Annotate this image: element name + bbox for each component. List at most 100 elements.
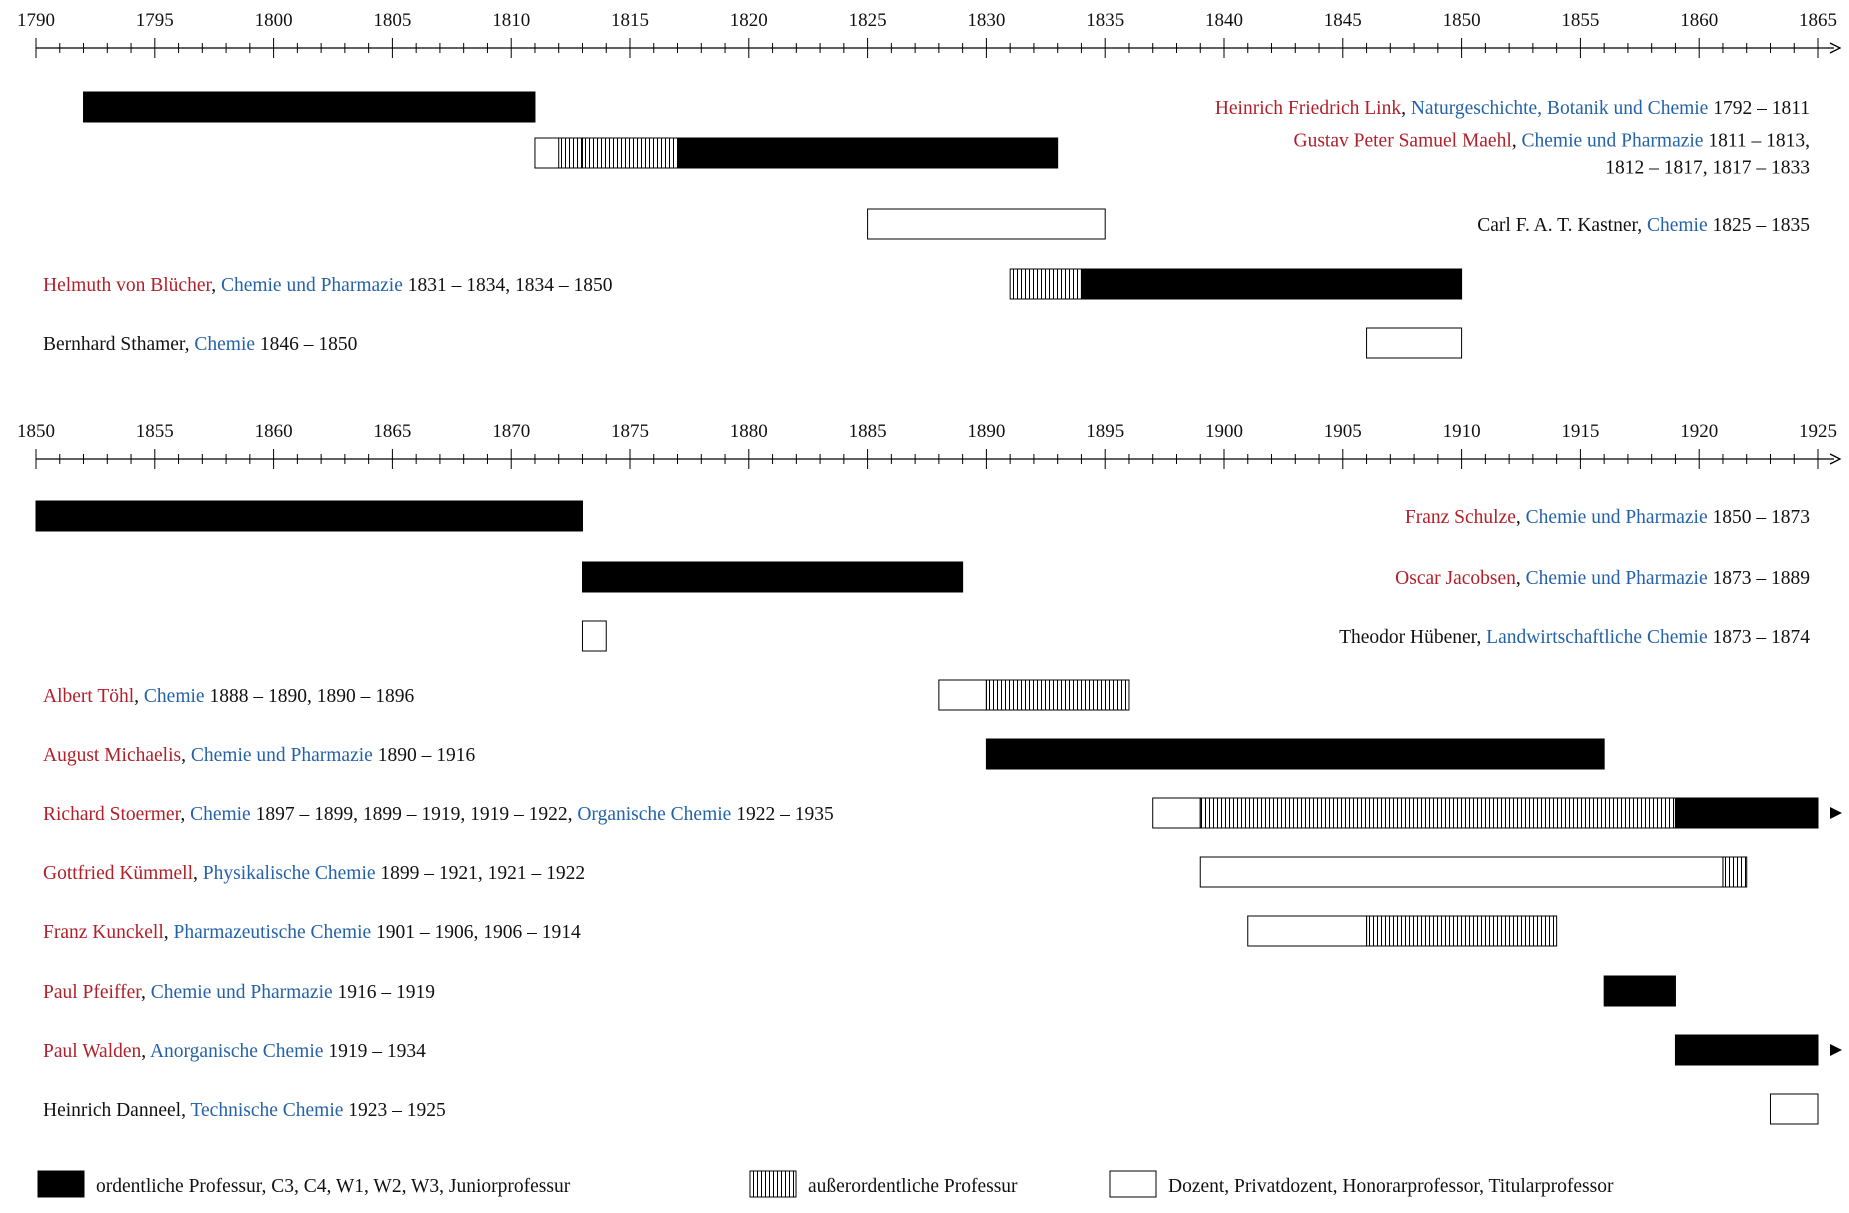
tick-label: 1900	[1205, 421, 1243, 442]
subject-label: Chemie und Pharmazie	[151, 982, 333, 1003]
tick-label: 1825	[849, 10, 887, 31]
label-text: 1922 – 1935	[731, 804, 833, 825]
row-label: Bernhard Sthamer, Chemie 1846 – 1850	[43, 334, 357, 355]
legend-swatch-dozent	[1109, 1170, 1157, 1198]
label-text: 1812 – 1817, 1817 – 1833	[1605, 158, 1810, 179]
tick-label: 1885	[849, 421, 887, 442]
segment-dozent	[1152, 797, 1201, 829]
segment-dozent	[581, 620, 607, 652]
tick-label: 1850	[1443, 10, 1481, 31]
subject-label: Chemie	[1647, 215, 1708, 236]
person-name: August Michaelis	[43, 745, 181, 766]
legend: ordentliche Professur, C3, C4, W1, W2, W…	[37, 1170, 1614, 1198]
label-text: ,	[181, 745, 191, 766]
subject-label: Organische Chemie	[577, 804, 731, 825]
timeline-row-paul-pfeiffer: Paul Pfeiffer, Chemie und Pharmazie 1916…	[43, 975, 1676, 1007]
segment-dozent	[1199, 856, 1724, 888]
tick-label: 1850	[17, 421, 55, 442]
legend-swatch-ausserordentlich	[749, 1170, 797, 1198]
label-text: ,	[134, 686, 144, 707]
label-text: 1850 – 1873	[1708, 507, 1810, 528]
timeline-row-franz-schulze: Franz Schulze, Chemie und Pharmazie 1850…	[35, 500, 1810, 532]
row-label: 1812 – 1817, 1817 – 1833	[1605, 158, 1810, 179]
segment-ordentlich	[1674, 1034, 1819, 1066]
row-label: Heinrich Danneel, Technische Chemie 1923…	[43, 1100, 446, 1121]
subject-label: Chemie und Pharmazie	[191, 745, 373, 766]
row-label: Gustav Peter Samuel Maehl, Chemie und Ph…	[1294, 131, 1810, 152]
tick-label: 1870	[492, 421, 530, 442]
tick-label: 1860	[1680, 10, 1718, 31]
timeline-row-albert-tohl: Albert Töhl, Chemie 1888 – 1890, 1890 – …	[43, 679, 1130, 711]
label-text: ,	[141, 1041, 150, 1062]
subject-label: Chemie	[194, 334, 255, 355]
timeline-row-heinrich-danneel: Heinrich Danneel, Technische Chemie 1923…	[43, 1093, 1819, 1125]
label-text: 1916 – 1919	[333, 982, 435, 1003]
timeline-row-oscar-jacobsen: Oscar Jacobsen, Chemie und Pharmazie 187…	[581, 561, 1810, 593]
tick-label: 1890	[967, 421, 1005, 442]
segment-dozent	[1366, 327, 1463, 359]
label-text: 1811 – 1813,	[1703, 131, 1810, 152]
tick-label: 1925	[1799, 421, 1837, 442]
segment-ordentlich	[677, 137, 1059, 169]
tick-label: 1845	[1324, 10, 1362, 31]
tick-label: 1855	[1561, 10, 1599, 31]
row-label: Franz Schulze, Chemie und Pharmazie 1850…	[1405, 507, 1810, 528]
legend-label: Dozent, Privatdozent, Honorarprofessor, …	[1168, 1176, 1614, 1197]
tick-label: 1895	[1086, 421, 1124, 442]
label-text: ,	[1401, 98, 1411, 119]
segment-ordentlich	[1674, 797, 1748, 829]
person-name: Oscar Jacobsen	[1395, 568, 1516, 589]
tick-label: 1880	[730, 421, 768, 442]
label-text: 1923 – 1925	[343, 1100, 445, 1121]
timeline-row-paul-walden: Paul Walden, Anorganische Chemie 1919 – …	[43, 1034, 1842, 1066]
segment-ausserordentlich	[1366, 915, 1558, 947]
person-name: Paul Walden	[43, 1041, 142, 1062]
label-text: 1901 – 1906, 1906 – 1914	[371, 922, 581, 943]
subject-label: Landwirtschaftliche Chemie	[1486, 627, 1707, 648]
timeline-row-gottfried-kummell: Gottfried Kümmell, Physikalische Chemie …	[43, 856, 1748, 888]
person-name: Gustav Peter Samuel Maehl	[1294, 131, 1513, 152]
segment-dozent	[1247, 915, 1368, 947]
subject-label: Chemie	[190, 804, 251, 825]
label-text: Heinrich Danneel	[43, 1100, 182, 1121]
row-label: Albert Töhl, Chemie 1888 – 1890, 1890 – …	[43, 686, 414, 707]
timeline-row-gustav-peter-samuel-maehl: Gustav Peter Samuel Maehl, Chemie und Ph…	[534, 131, 1810, 179]
person-name: Richard Stoermer	[43, 804, 182, 825]
tick-label: 1805	[373, 10, 411, 31]
legend-swatch-ordentlich	[37, 1170, 85, 1198]
continuation-arrow-icon	[1830, 807, 1842, 819]
tick-label: 1790	[17, 10, 55, 31]
segment-ausserordentlich	[1009, 268, 1082, 300]
subject-label: Chemie und Pharmazie	[221, 275, 403, 296]
row-label: Richard Stoermer, Chemie 1897 – 1899, 18…	[43, 804, 834, 825]
timeline-row-august-michaelis: August Michaelis, Chemie und Pharmazie 1…	[43, 738, 1605, 770]
timeline-row-theodor-hubener: Theodor Hübener, Landwirtschaftliche Che…	[581, 620, 1810, 652]
timeline-row-helmuth-von-blucher: Helmuth von Blücher, Chemie und Pharmazi…	[43, 268, 1463, 300]
tick-label: 1800	[255, 10, 293, 31]
label-text: 1873 – 1889	[1708, 568, 1810, 589]
label-text: ,	[1516, 568, 1526, 589]
timeline-row-carl-f-a-t-kastner: Carl F. A. T. Kastner, Chemie 1825 – 183…	[867, 208, 1810, 240]
tick-label: 1810	[492, 10, 530, 31]
label-text: Bernhard Sthamer	[43, 334, 186, 355]
timeline-row-franz-kunckell: Franz Kunckell, Pharmazeutische Chemie 1…	[43, 915, 1558, 947]
person-name: Franz Schulze	[1405, 507, 1516, 528]
tick-label: 1865	[373, 421, 411, 442]
label-text: ,	[1476, 627, 1486, 648]
segment-ausserordentlich	[1199, 797, 1676, 829]
subject-label: Chemie und Pharmazie	[1526, 507, 1708, 528]
segment-ausserordentlich	[1722, 856, 1748, 888]
row-label: Paul Walden, Anorganische Chemie 1919 – …	[43, 1041, 426, 1062]
segment-ausserordentlich	[985, 679, 1130, 711]
axis-arrow	[1829, 42, 1842, 54]
timeline-row-heinrich-friedrich-link: Heinrich Friedrich Link, Naturgeschichte…	[83, 91, 1810, 123]
tick-label: 1820	[730, 10, 768, 31]
segment-ordentlich	[83, 91, 536, 123]
timeline-row-bernhard-sthamer: Bernhard Sthamer, Chemie 1846 – 1850	[43, 327, 1463, 359]
label-text: ,	[211, 275, 221, 296]
label-text: ,	[193, 863, 203, 884]
label-text: ,	[1637, 215, 1647, 236]
label-text: 1846 – 1850	[255, 334, 357, 355]
label-text: 1919 – 1934	[323, 1041, 426, 1062]
segment-ordentlich	[35, 500, 583, 532]
